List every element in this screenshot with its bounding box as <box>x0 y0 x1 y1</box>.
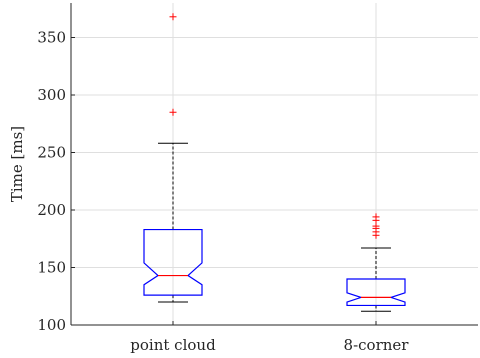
outlier-marker <box>169 108 177 116</box>
y-tick-label: 100 <box>37 316 66 334</box>
y-tick-label: 250 <box>37 144 66 162</box>
box-group <box>143 13 203 303</box>
y-tick-label: 350 <box>37 29 66 47</box>
y-tick-label: 300 <box>37 86 66 104</box>
outlier-marker <box>169 13 177 21</box>
box <box>143 228 203 296</box>
box <box>346 278 406 307</box>
outlier-marker <box>372 213 380 221</box>
y-axis-label: Time [ms] <box>8 126 26 202</box>
y-tick-label: 150 <box>37 259 66 277</box>
grid <box>71 3 478 326</box>
x-tick-label: point cloud <box>130 336 216 354</box>
y-tick-label: 200 <box>37 201 66 219</box>
x-tick-label: 8-corner <box>344 336 410 354</box>
box-group <box>346 213 406 312</box>
boxes <box>143 13 406 312</box>
axes: 100 150 200 250 300 350 point cloud 8-corner <box>37 3 478 354</box>
